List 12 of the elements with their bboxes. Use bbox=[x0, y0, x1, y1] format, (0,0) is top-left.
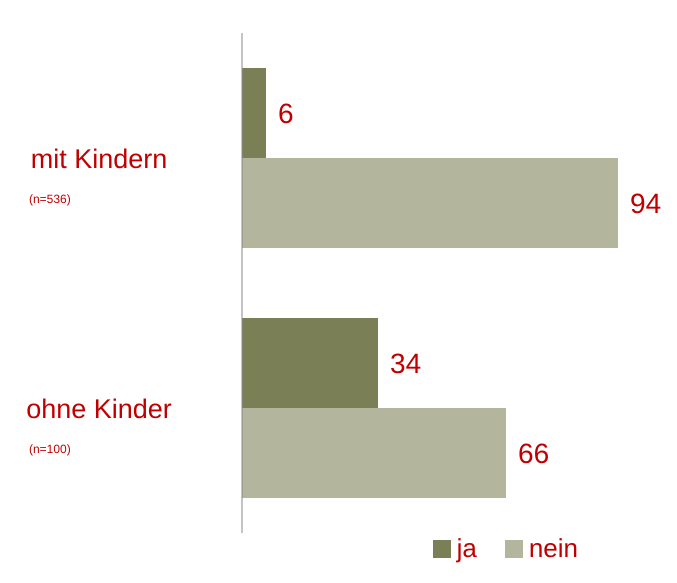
bar bbox=[242, 158, 618, 248]
data-label: 94 bbox=[630, 188, 662, 219]
data-label: 34 bbox=[390, 348, 422, 379]
data-label: 6 bbox=[278, 98, 294, 129]
bar bbox=[242, 68, 266, 158]
y-tick-label: ohne Kinder (n=100) bbox=[26, 394, 172, 456]
legend-label: nein bbox=[528, 533, 578, 564]
y-tick-label: mit Kindern (n=536) bbox=[29, 144, 168, 206]
legend-label: ja bbox=[456, 533, 477, 564]
bar bbox=[242, 408, 506, 498]
data-label: 66 bbox=[518, 438, 550, 469]
bar bbox=[242, 318, 378, 408]
